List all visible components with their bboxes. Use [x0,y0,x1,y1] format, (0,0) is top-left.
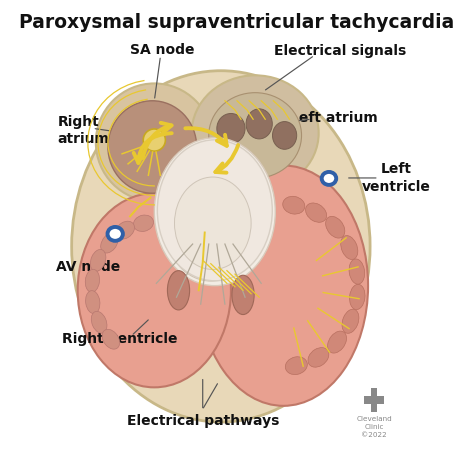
Bar [371,404,377,412]
Ellipse shape [100,233,118,253]
Ellipse shape [85,269,100,292]
Ellipse shape [285,357,307,375]
Ellipse shape [328,331,346,353]
FancyBboxPatch shape [371,389,377,411]
Ellipse shape [341,236,358,259]
Text: Left atrium: Left atrium [290,111,378,126]
Text: Right ventricle: Right ventricle [62,332,177,346]
Bar [364,396,370,404]
Ellipse shape [273,121,297,149]
Text: Paroxysmal supraventricular tachycardia: Paroxysmal supraventricular tachycardia [19,13,455,32]
Ellipse shape [155,138,275,286]
Ellipse shape [78,193,231,387]
Text: AV node: AV node [56,260,120,274]
Ellipse shape [232,275,254,314]
Ellipse shape [166,179,255,281]
Ellipse shape [349,284,365,310]
Ellipse shape [199,166,368,406]
Text: Left
ventricle: Left ventricle [362,162,431,193]
Bar [371,388,377,395]
FancyBboxPatch shape [365,396,384,404]
Ellipse shape [91,312,107,333]
Ellipse shape [209,93,301,178]
Ellipse shape [143,129,165,151]
Ellipse shape [86,291,100,313]
Ellipse shape [108,101,197,193]
Ellipse shape [91,249,106,272]
Ellipse shape [326,216,345,238]
Ellipse shape [108,227,123,241]
Ellipse shape [116,221,135,239]
Ellipse shape [342,309,359,333]
Ellipse shape [174,177,251,270]
Ellipse shape [96,83,213,201]
Text: Right
atrium: Right atrium [57,115,109,146]
Ellipse shape [322,172,336,185]
Ellipse shape [308,348,329,367]
Text: Electrical signals: Electrical signals [273,44,406,58]
Ellipse shape [72,71,370,422]
Ellipse shape [167,271,190,310]
Text: SA node: SA node [130,43,195,57]
Ellipse shape [157,140,272,281]
Text: Cleveland
Clinic
©2022: Cleveland Clinic ©2022 [356,416,392,438]
Ellipse shape [191,75,319,191]
Ellipse shape [102,329,119,349]
Ellipse shape [283,196,305,214]
Ellipse shape [349,259,365,284]
Ellipse shape [306,203,327,222]
Text: Electrical pathways: Electrical pathways [127,414,279,428]
Ellipse shape [217,113,245,144]
Bar [378,396,384,404]
Ellipse shape [246,109,272,139]
Ellipse shape [134,215,154,232]
